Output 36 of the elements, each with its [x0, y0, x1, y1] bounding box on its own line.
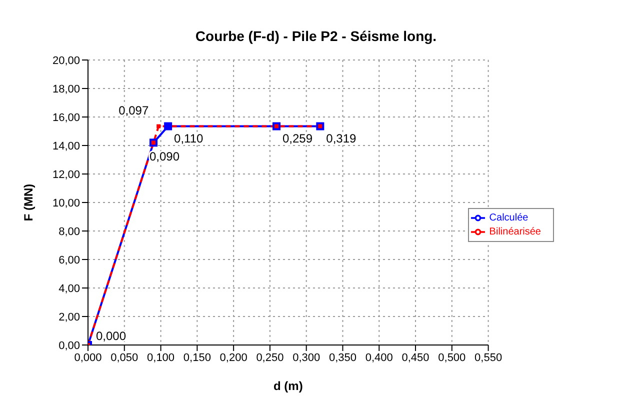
x-tick-label: 0,150	[183, 352, 211, 364]
annotation: 0,000	[96, 329, 126, 343]
y-tick-label: 18,00	[52, 83, 80, 96]
x-tick-label: 0,000	[74, 352, 102, 364]
annotation: 0,090	[150, 150, 180, 164]
annotation: 0,319	[326, 131, 357, 146]
point	[156, 124, 161, 128]
x-tick-label: 0,350	[328, 352, 356, 364]
legend-label: Calculée	[489, 212, 528, 224]
y-tick-label: 20,00	[52, 54, 80, 67]
y-tick-label: 14,00	[52, 140, 80, 152]
y-tick-label: 6,00	[58, 254, 80, 266]
annotation: 0,259	[282, 131, 313, 146]
point	[164, 122, 172, 130]
y-tick-label: 0,00	[58, 340, 80, 352]
y-tick-label: 2,00	[58, 311, 80, 324]
y-axis-title: F (MN)	[21, 184, 36, 222]
x-tick-label: 0,400	[365, 352, 393, 364]
x-tick-label: 0,050	[110, 352, 138, 364]
x-tick-label: 0,500	[438, 352, 466, 364]
x-tick-label: 0,450	[402, 352, 430, 364]
x-axis-title: d (m)	[273, 379, 303, 393]
y-tick-label: 8,00	[58, 226, 80, 238]
annotation: 0,097	[118, 103, 149, 118]
x-tick-label: 0,250	[256, 352, 284, 364]
chart-title: Courbe (F-d) - Pile P2 - Séisme long.	[194, 27, 438, 46]
y-tick-label: 12,00	[52, 168, 80, 181]
x-tick-label: 0,300	[292, 352, 320, 364]
y-tick-label: 16,00	[52, 112, 80, 124]
y-tick-label: 4,00	[58, 282, 80, 295]
x-tick-label: 0,550	[474, 352, 502, 364]
x-tick-label: 0,200	[220, 352, 248, 364]
x-tick-label: 0,100	[147, 352, 175, 364]
y-tick-label: 10,00	[52, 197, 80, 210]
annotation: 0,110	[174, 131, 204, 146]
legend-label: Bilinéarisée	[489, 226, 541, 238]
